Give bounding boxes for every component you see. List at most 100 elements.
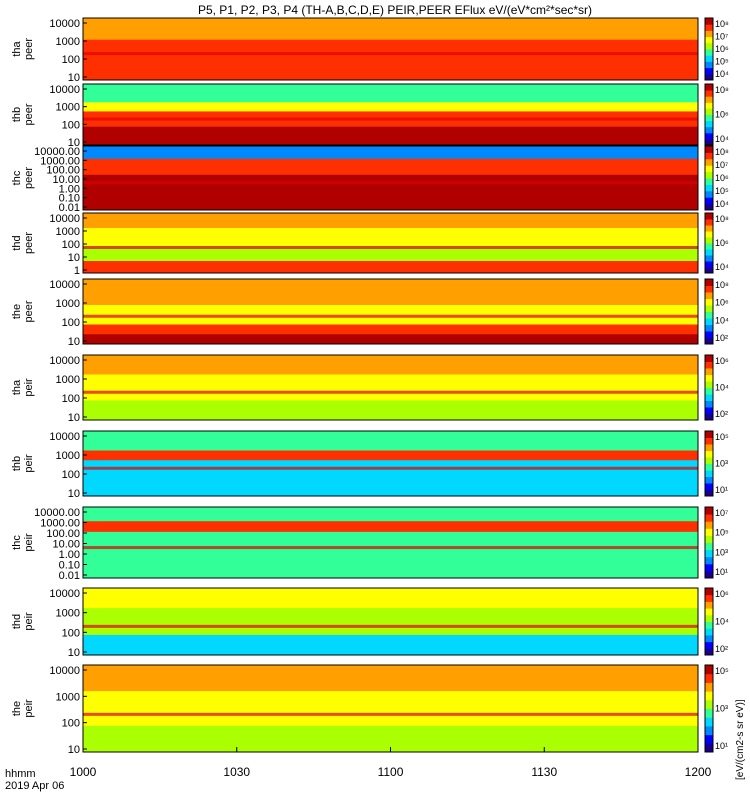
panel-ylabel: thdpeer	[11, 232, 35, 254]
colorbar-segment	[705, 634, 713, 643]
colorbar-segment	[705, 324, 713, 332]
ytick-label: 10	[68, 252, 80, 264]
colorbar-tick-label: 10⁵	[715, 666, 729, 676]
ytick-label: 0.01	[59, 570, 80, 582]
colorbar-segment	[705, 431, 713, 438]
colorbar-segment	[705, 73, 713, 81]
date-label: 2019 Apr 06	[5, 780, 64, 792]
colorbar-segment	[705, 84, 713, 91]
colorbar-segment	[705, 621, 713, 629]
colorbar-segment	[705, 249, 713, 256]
colorbar-tick-label: 10⁴	[715, 69, 729, 79]
flux-peak-stripe	[83, 624, 698, 628]
colorbar-segment	[705, 219, 713, 226]
ylabel-line: peir	[23, 612, 35, 631]
colorbar-segment	[705, 197, 713, 205]
panel-tha-peer: thapeer 10 100 1000 10000 10⁴ 10⁵ 10⁶ 10⁷ 10⁸	[11, 17, 729, 84]
ytick-label: 10	[68, 488, 80, 500]
panel-thc-peir: thcpeir 0.010.101.0010.00100.001000.00100…	[11, 506, 729, 582]
colorbar-segment	[705, 305, 713, 312]
spectrogram-band	[83, 521, 698, 533]
panel-frame	[82, 587, 699, 656]
colorbar-tick-label: 10⁴	[715, 617, 729, 627]
ytick-label: 100	[62, 627, 80, 639]
colorbar-tick-label: 10⁶	[715, 298, 729, 308]
colorbar-segment	[705, 743, 713, 753]
ytick-label: 10	[68, 72, 80, 84]
spectrogram-band	[83, 374, 698, 401]
ylabel-line: thd	[11, 235, 23, 250]
ylabel-line: the	[11, 304, 23, 319]
colorbar-segment	[705, 588, 713, 596]
colorbar-frame	[704, 212, 714, 274]
colorbar-frame	[704, 145, 714, 211]
ylabel-line: peir	[23, 454, 35, 473]
panel-thc-peer: thcpeer 0.010.101.0010.00100.001000.00100…	[11, 145, 729, 214]
colorbar-frame	[704, 587, 714, 656]
colorbar-segment	[705, 641, 713, 649]
ytick-label: 10	[68, 647, 80, 659]
flux-peak-stripe	[83, 712, 698, 716]
colorbar-tick-label: 10⁵	[715, 57, 729, 67]
colorbar-segment	[705, 476, 713, 484]
colorbar-segment	[705, 171, 713, 179]
spectrogram-band	[83, 355, 698, 375]
ytick-label: 1	[74, 265, 80, 277]
flux-peak-stripe	[83, 117, 698, 121]
colorbar-segment	[705, 298, 713, 306]
colorbar-segment	[705, 691, 713, 701]
spectrogram-band	[83, 665, 698, 692]
time-axis: 1000 1030 1100 1130 1200	[70, 747, 712, 779]
colorbar-segment	[705, 24, 713, 31]
ylabel-line: thc	[11, 535, 23, 550]
colorbar-segment	[705, 387, 713, 395]
ytick-label: 1000	[56, 36, 80, 48]
ytick-label: 1000	[56, 691, 80, 703]
xtick-label: 1100	[378, 765, 404, 779]
spectrogram-band	[83, 608, 698, 636]
panel-ylabel: thdpeir	[11, 612, 35, 631]
flux-peak-stripe	[83, 314, 698, 318]
colorbar-tick-label: 10⁴	[715, 383, 729, 393]
ytick-label: 10000.00	[34, 146, 80, 158]
ytick-label: 10000	[49, 355, 80, 367]
colorbar-segment	[705, 190, 713, 198]
colorbar-tick-label: 10¹	[715, 741, 728, 751]
flux-peak-stripe	[83, 52, 698, 56]
colorbar-segment	[705, 628, 713, 636]
colorbar-tick-label: 10²	[715, 644, 728, 654]
panel-frame	[82, 506, 699, 579]
spectrogram-band	[83, 691, 698, 727]
panel-stack: thapeer1010010001000010⁴10⁵10⁶10⁷10⁸thbp…	[11, 17, 729, 779]
ylabel-line: peir	[23, 378, 35, 397]
colorbar-segment	[705, 413, 713, 421]
colorbar-segment	[705, 673, 713, 683]
colorbar-tick-label: 10³	[715, 704, 728, 714]
xtick-label: 1130	[531, 765, 557, 779]
colorbar-tick-label: 10⁴	[715, 262, 729, 272]
colorbar-tick-label: 10²	[715, 409, 728, 419]
colorbar-segment	[705, 648, 713, 656]
panel-ylabel: thepeer	[11, 300, 35, 322]
panel-thb-peir: thbpeir 10 100 1000 10000 10¹ 10³ 10⁵	[11, 430, 729, 500]
panel-frame	[82, 17, 699, 81]
colorbar-segment	[705, 178, 713, 185]
ylabel-line: peir	[23, 533, 35, 552]
ytick-label: 1000.00	[40, 518, 80, 530]
colorbar-tick-label: 10⁴	[715, 134, 729, 144]
colorbar-segment	[705, 255, 713, 262]
colorbar-segment	[705, 699, 713, 709]
colorbar-segment	[705, 213, 713, 220]
flux-peak-stripe	[83, 546, 698, 550]
panel-frame	[82, 83, 699, 146]
colorbar-tick-label: 10⁷	[715, 508, 728, 518]
ylabel-line: thb	[11, 456, 23, 471]
colorbar-tick-label: 10⁵	[715, 432, 729, 442]
colorbar-segment	[705, 528, 713, 536]
colorbar-segment	[705, 126, 713, 134]
colorbar-segment	[705, 42, 713, 50]
flux-peak-stripe	[83, 181, 698, 185]
colorbar-segment	[705, 61, 713, 69]
ylabel-line: peer	[23, 38, 35, 60]
colorbar-segment	[705, 682, 713, 692]
